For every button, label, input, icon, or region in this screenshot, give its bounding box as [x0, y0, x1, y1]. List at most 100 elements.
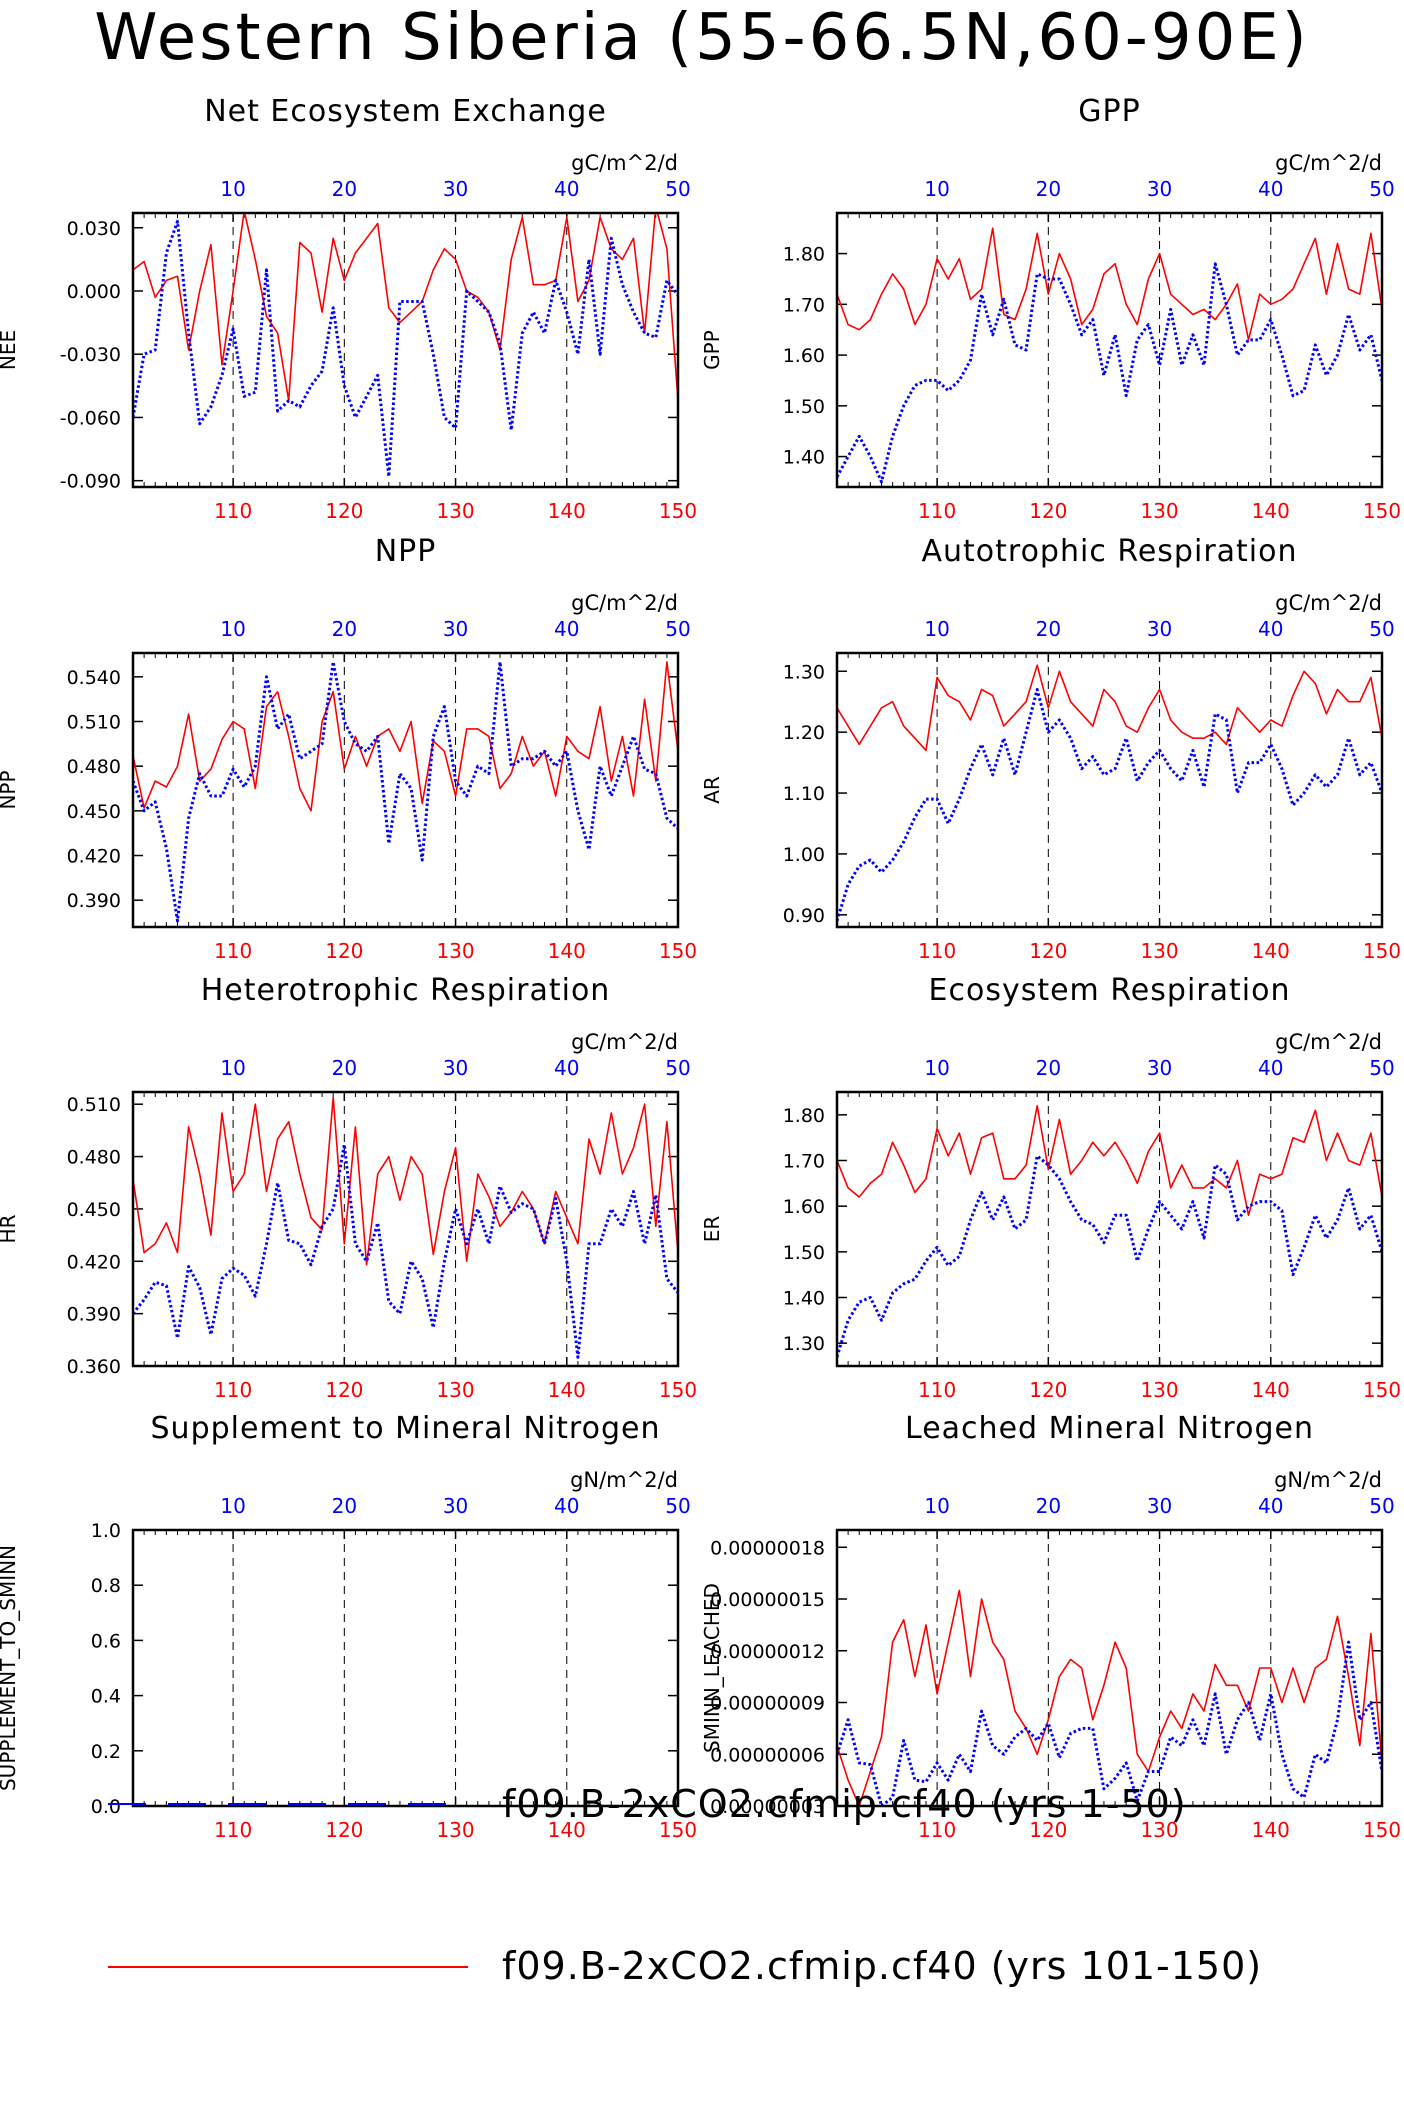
- series-line-late: [837, 664, 1382, 752]
- units-label: gC/m^2/d: [1275, 591, 1382, 615]
- y-axis-label: NPP: [0, 770, 20, 809]
- x-tick-label-bottom: 130: [436, 1818, 474, 1842]
- x-tick-label-top: 50: [1369, 1494, 1394, 1518]
- y-tick-label: 0.90: [783, 905, 825, 927]
- units-label: gN/m^2/d: [570, 1468, 678, 1492]
- x-tick-label-bottom: 130: [1140, 1378, 1178, 1402]
- y-axis-label: GPP: [700, 330, 724, 370]
- x-tick-label-bottom: 130: [436, 939, 474, 963]
- y-tick-label: 1.50: [783, 396, 825, 418]
- y-tick-label: 1.70: [783, 294, 825, 316]
- y-tick-label: 1.60: [783, 1196, 825, 1218]
- y-tick-label: -0.060: [60, 407, 121, 429]
- y-tick-label: 1.10: [783, 783, 825, 805]
- x-tick-label-bottom: 140: [1252, 1818, 1290, 1842]
- chart-panel-6: Ecosystem Respiration gC/m^2/d 110 120 130 14…: [700, 973, 1401, 1402]
- x-tick-label-bottom: 120: [1029, 1378, 1067, 1402]
- x-tick-label-top: 50: [665, 177, 690, 201]
- legend-line-late: [108, 1966, 468, 1968]
- y-tick-label: 0.390: [67, 1304, 121, 1326]
- y-tick-label: 0.450: [67, 801, 121, 823]
- x-tick-label-top: 10: [220, 1494, 245, 1518]
- chart-panel-5: Heterotrophic Respiration gC/m^2/d 110 120 1…: [0, 973, 697, 1402]
- x-tick-label-top: 30: [1147, 177, 1172, 201]
- x-tick-label-bottom: 150: [659, 499, 697, 523]
- plot-frame: [131, 651, 680, 929]
- x-tick-label-bottom: 120: [325, 1378, 363, 1402]
- chart-panel-4: Autotrophic Respiration gC/m^2/d 110 120 130…: [700, 534, 1401, 963]
- x-tick-label-bottom: 110: [214, 1818, 252, 1842]
- y-tick-label: 0.00000015: [710, 1589, 825, 1611]
- y-tick-label: 0.00000003: [710, 1796, 825, 1818]
- chart-panel-8: Leached Mineral Nitrogen gN/m^2/d 110 120 13…: [700, 1411, 1401, 1842]
- plot-frame: [835, 1528, 1384, 1808]
- chart-title: GPP: [1078, 94, 1140, 129]
- y-tick-label: 0.480: [67, 756, 121, 778]
- x-tick-label-bottom: 110: [214, 939, 252, 963]
- x-tick-label-top: 40: [1258, 1056, 1283, 1080]
- x-tick-label-top: 20: [1036, 177, 1061, 201]
- x-tick-label-bottom: 120: [325, 499, 363, 523]
- y-tick-label: 1.50: [783, 1242, 825, 1264]
- plot-frame: [835, 1090, 1384, 1368]
- y-axis-label: SUPPLEMENT_TO_SMINN: [0, 1545, 20, 1791]
- x-tick-label-top: 50: [665, 1494, 690, 1518]
- y-tick-label: 1.20: [783, 722, 825, 744]
- x-tick-label-bottom: 110: [918, 1378, 956, 1402]
- x-tick-label-bottom: 140: [548, 939, 586, 963]
- series-line-early: [133, 1142, 678, 1359]
- x-tick-label-top: 10: [924, 1494, 949, 1518]
- y-tick-label: 0.030: [67, 218, 121, 240]
- y-axis-label: AR: [700, 776, 724, 804]
- chart-panel-7: Supplement to Mineral Nitrogen gN/m^2/d 11…: [0, 1411, 697, 1842]
- page-title: Western Siberia (55-66.5N,60-90E): [94, 1, 1310, 75]
- x-tick-label-top: 30: [443, 1494, 468, 1518]
- y-tick-label: 0.00000018: [710, 1537, 825, 1559]
- x-tick-label-bottom: 150: [1363, 1378, 1401, 1402]
- plot-frame: [131, 1090, 680, 1368]
- x-tick-label-top: 10: [924, 177, 949, 201]
- legend-line-early: [108, 1803, 468, 1805]
- x-tick-label-top: 20: [332, 1056, 357, 1080]
- series-line-early: [837, 688, 1382, 922]
- y-tick-label: 0.390: [67, 890, 121, 912]
- x-tick-label-bottom: 130: [436, 1378, 474, 1402]
- x-tick-label-top: 50: [665, 1056, 690, 1080]
- units-label: gC/m^2/d: [571, 151, 678, 175]
- x-tick-label-bottom: 150: [1363, 939, 1401, 963]
- x-tick-label-top: 50: [665, 617, 690, 641]
- x-tick-label-bottom: 150: [1363, 1818, 1401, 1842]
- x-tick-label-bottom: 150: [659, 1378, 697, 1402]
- x-tick-label-bottom: 110: [214, 1378, 252, 1402]
- y-tick-label: 0.000: [67, 281, 121, 303]
- chart-title: Net Ecosystem Exchange: [204, 94, 607, 129]
- x-tick-label-top: 20: [332, 177, 357, 201]
- x-tick-label-top: 40: [1258, 177, 1283, 201]
- x-tick-label-bottom: 110: [214, 499, 252, 523]
- x-tick-label-top: 10: [924, 617, 949, 641]
- y-axis-label: SMINN_LEACHED: [700, 1583, 724, 1753]
- x-tick-label-top: 50: [1369, 1056, 1394, 1080]
- y-tick-label: 1.80: [783, 244, 825, 266]
- x-tick-label-bottom: 130: [1140, 499, 1178, 523]
- x-tick-label-top: 40: [554, 1056, 579, 1080]
- units-label: gN/m^2/d: [1274, 1468, 1382, 1492]
- x-tick-label-top: 40: [554, 617, 579, 641]
- y-axis-label: NEE: [0, 330, 20, 370]
- x-tick-label-top: 10: [220, 1056, 245, 1080]
- y-tick-label: 1.00: [783, 844, 825, 866]
- units-label: gC/m^2/d: [1275, 1030, 1382, 1054]
- x-tick-label-top: 20: [1036, 1056, 1061, 1080]
- chart-panel-3: NPP gC/m^2/d 110 120 130 140 150 10 20 30 40 50 0.54…: [0, 534, 697, 963]
- y-tick-label: 1.60: [783, 345, 825, 367]
- x-tick-label-top: 40: [1258, 617, 1283, 641]
- y-axis-label: ER: [700, 1216, 724, 1243]
- y-tick-label: 0.00000012: [710, 1641, 825, 1663]
- y-tick-label: 0.2: [91, 1741, 121, 1763]
- x-tick-label-top: 20: [1036, 1494, 1061, 1518]
- series-line-late: [133, 661, 678, 812]
- x-tick-label-bottom: 140: [1252, 499, 1290, 523]
- y-tick-label: 0.480: [67, 1147, 121, 1169]
- x-tick-label-top: 50: [1369, 617, 1394, 641]
- x-tick-label-top: 30: [1147, 1056, 1172, 1080]
